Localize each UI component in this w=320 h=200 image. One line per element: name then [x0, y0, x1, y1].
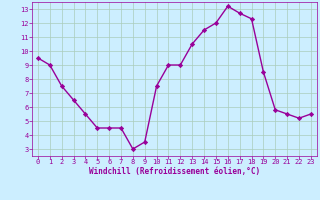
X-axis label: Windchill (Refroidissement éolien,°C): Windchill (Refroidissement éolien,°C)	[89, 167, 260, 176]
